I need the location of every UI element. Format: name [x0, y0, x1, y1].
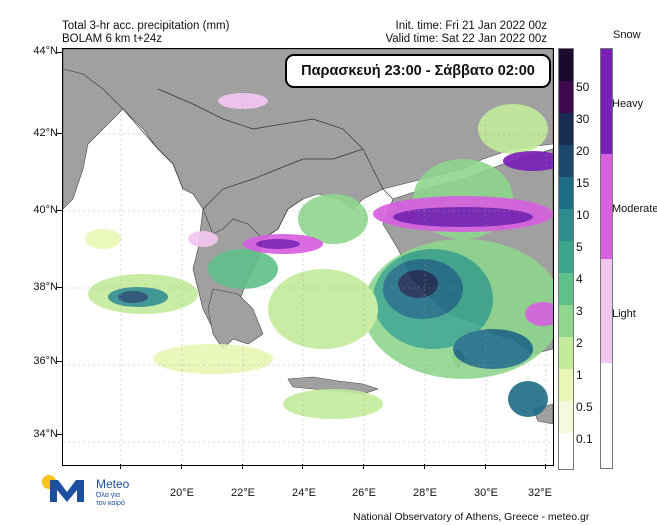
map-graphic [63, 49, 553, 465]
rain-label: 3 [576, 304, 583, 318]
snow-color-swatch [601, 154, 612, 259]
model-label: BOLAM 6 km t+24z [62, 33, 163, 45]
rain-color-swatch [559, 337, 573, 369]
lon-label-24: 24°E [292, 487, 316, 499]
rain-colorbar [558, 48, 574, 470]
rain-color-swatch [559, 209, 573, 241]
lon-tick [545, 464, 546, 469]
logo-wordmark: Meteo [96, 477, 130, 491]
rain-label: 4 [576, 272, 583, 286]
snow-legend-title: Snow [613, 29, 641, 41]
rain-color-swatch [559, 81, 573, 113]
precipitation-map [62, 48, 554, 466]
rain-color-swatch [559, 145, 573, 177]
lon-tick [485, 464, 486, 469]
snow-label-moderate: Moderate [612, 203, 657, 215]
meteo-logo-icon [42, 475, 84, 502]
snow-label-light: Light [612, 308, 636, 320]
lat-label-36: 36°N [33, 355, 58, 367]
lat-tick [57, 52, 62, 53]
rain-color-swatch [559, 369, 573, 401]
lon-tick [120, 464, 121, 469]
lon-tick [242, 464, 243, 469]
graticule [63, 49, 553, 465]
lon-tick [181, 464, 182, 469]
logo-tagline-line: τον καιρό [96, 500, 125, 507]
rain-label: 5 [576, 240, 583, 254]
lon-tick [424, 464, 425, 469]
rain-label: 10 [576, 208, 590, 222]
rain-color-swatch [559, 49, 573, 81]
logo-tagline: Όλα για τον καιρό [96, 492, 125, 508]
rain-label: 20 [576, 144, 590, 158]
lon-label-28: 28°E [413, 487, 437, 499]
map-header-right: Init. time: Fri 21 Jan 2022 00z Valid ti… [385, 20, 547, 46]
snow-colorbar [600, 48, 613, 469]
time-range-banner: Παρασκευή 23:00 - Σάββατο 02:00 [285, 54, 551, 88]
lon-label-22: 22°E [231, 487, 255, 499]
lon-label-26: 26°E [352, 487, 376, 499]
lat-label-38: 38°N [33, 281, 58, 293]
rain-color-swatch [559, 273, 573, 305]
lon-label-20: 20°E [170, 487, 194, 499]
rain-color-swatch [559, 177, 573, 209]
lat-tick [57, 287, 62, 288]
snow-color-swatch [601, 363, 612, 468]
lat-label-44: 44°N [33, 45, 58, 57]
lat-label-40: 40°N [33, 204, 58, 216]
rain-color-swatch [559, 113, 573, 145]
product-title: Total 3-hr acc. precipitation (mm) [62, 20, 230, 32]
lon-tick [302, 464, 303, 469]
credit-line: National Observatory of Athens, Greece -… [353, 511, 590, 523]
map-header-left: Total 3-hr acc. precipitation (mm) BOLAM… [62, 20, 229, 46]
lat-tick [57, 434, 62, 435]
rain-color-swatch [559, 305, 573, 337]
snow-color-swatch [601, 49, 612, 154]
lon-label-30: 30°E [474, 487, 498, 499]
rain-label: 1 [576, 368, 583, 382]
logo-tagline-line: Όλα για [96, 492, 120, 499]
rain-color-swatch [559, 401, 573, 433]
lat-tick [57, 361, 62, 362]
rain-label: 2 [576, 336, 583, 350]
init-time: Init. time: Fri 21 Jan 2022 00z [395, 20, 548, 32]
rain-label: 0.1 [576, 432, 593, 446]
snow-shading [188, 93, 553, 326]
meteo-logo [40, 470, 94, 509]
lon-tick [363, 464, 364, 469]
rain-label: 30 [576, 112, 590, 126]
borders [122, 88, 394, 240]
rain-label: 50 [576, 80, 590, 94]
rain-color-swatch [559, 241, 573, 273]
lat-label-42: 42°N [33, 127, 58, 139]
snow-label-heavy: Heavy [612, 98, 644, 110]
rain-label: 15 [576, 176, 590, 190]
lon-label-32: 32°E [528, 487, 552, 499]
rain-color-swatch [559, 433, 573, 469]
lat-tick [57, 210, 62, 211]
snow-color-swatch [601, 259, 612, 363]
valid-time: Valid time: Sat 22 Jan 2022 00z [385, 33, 547, 45]
rain-label: 0.5 [576, 400, 593, 414]
lat-tick [57, 133, 62, 134]
lat-label-34: 34°N [33, 428, 58, 440]
